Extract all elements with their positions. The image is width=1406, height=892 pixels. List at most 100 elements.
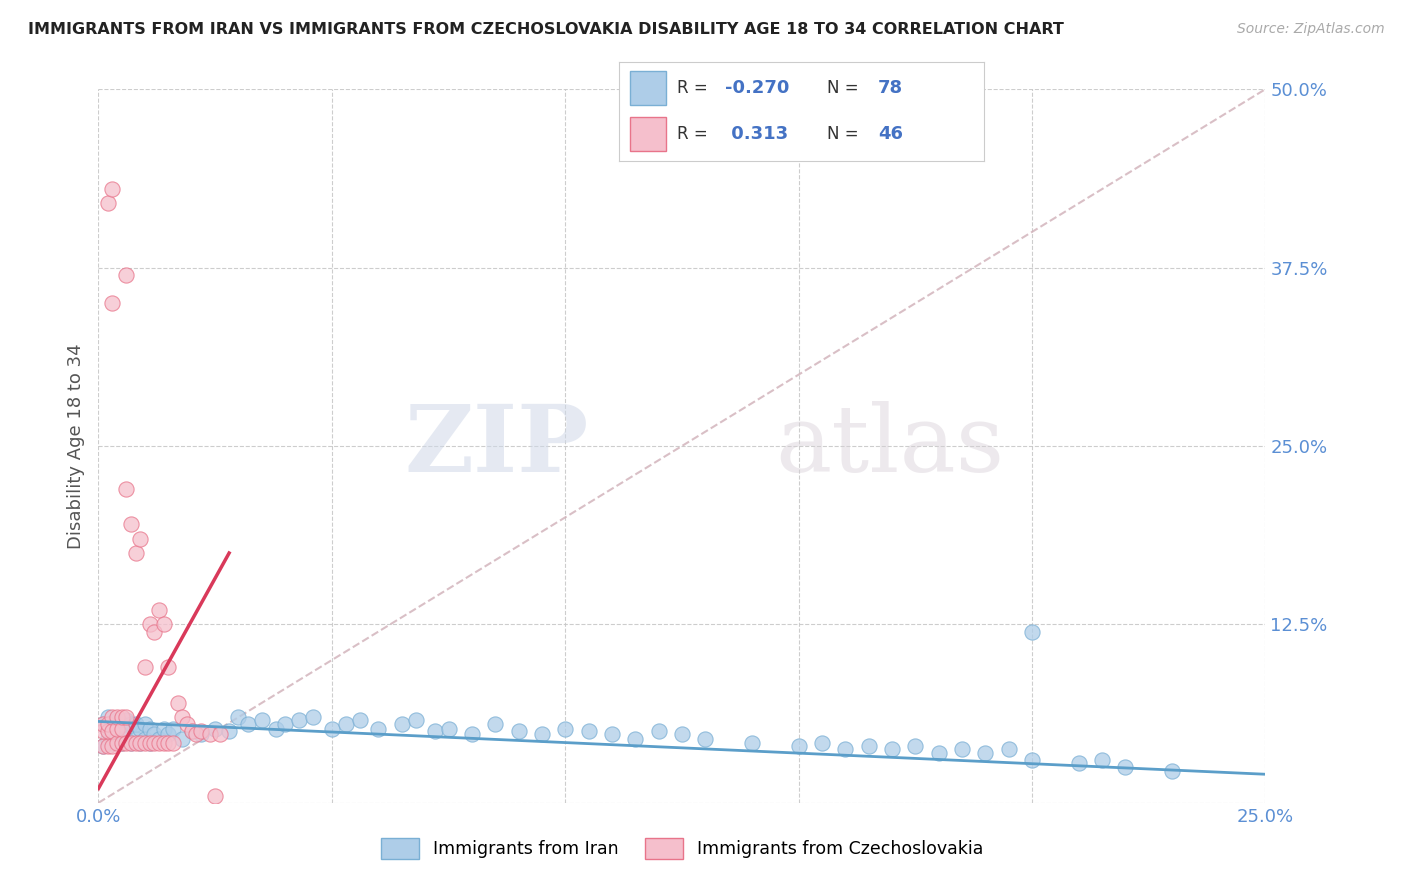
Point xyxy=(180,724,202,739)
Text: N =: N = xyxy=(827,125,863,143)
Point xyxy=(186,727,208,741)
Point xyxy=(105,731,128,746)
Point xyxy=(904,739,927,753)
Point xyxy=(125,546,148,560)
Point xyxy=(288,713,311,727)
Point xyxy=(1091,753,1114,767)
Point xyxy=(437,722,460,736)
Point xyxy=(236,717,259,731)
Point xyxy=(530,727,553,741)
Point xyxy=(157,736,180,750)
Point xyxy=(166,696,188,710)
Point xyxy=(157,727,180,741)
Point xyxy=(423,724,446,739)
Text: 46: 46 xyxy=(879,125,903,143)
Point xyxy=(97,724,120,739)
Point xyxy=(157,660,180,674)
Point xyxy=(134,717,156,731)
Point xyxy=(125,717,148,731)
Point xyxy=(97,731,120,746)
Point xyxy=(129,532,152,546)
Point xyxy=(624,731,647,746)
Point xyxy=(139,617,162,632)
Point xyxy=(143,727,166,741)
Point xyxy=(111,722,134,736)
Point xyxy=(111,717,134,731)
Point xyxy=(120,736,142,750)
Point xyxy=(741,736,763,750)
Point xyxy=(148,736,170,750)
Point xyxy=(180,724,202,739)
Point xyxy=(162,736,184,750)
Point xyxy=(405,713,427,727)
Point xyxy=(695,731,717,746)
Point xyxy=(91,717,114,731)
Text: 0.313: 0.313 xyxy=(724,125,787,143)
Point xyxy=(787,739,810,753)
Point xyxy=(101,739,124,753)
Point xyxy=(218,724,240,739)
Point xyxy=(228,710,250,724)
Point xyxy=(321,722,343,736)
Point xyxy=(190,727,212,741)
Point xyxy=(101,182,124,196)
Point xyxy=(105,736,128,750)
Point xyxy=(250,713,273,727)
Point xyxy=(129,736,152,750)
Point xyxy=(129,722,152,736)
Point xyxy=(172,731,194,746)
Point xyxy=(91,739,114,753)
Point xyxy=(391,717,413,731)
Point xyxy=(274,717,297,731)
Point xyxy=(349,713,371,727)
Point xyxy=(91,724,114,739)
FancyBboxPatch shape xyxy=(630,71,666,104)
FancyBboxPatch shape xyxy=(630,118,666,151)
Point xyxy=(111,727,134,741)
Text: N =: N = xyxy=(827,79,863,97)
Point xyxy=(647,724,669,739)
Point xyxy=(1067,756,1090,770)
Point xyxy=(101,727,124,741)
Point xyxy=(134,731,156,746)
Text: IMMIGRANTS FROM IRAN VS IMMIGRANTS FROM CZECHOSLOVAKIA DISABILITY AGE 18 TO 34 C: IMMIGRANTS FROM IRAN VS IMMIGRANTS FROM … xyxy=(28,22,1064,37)
Point xyxy=(834,741,856,756)
Point xyxy=(578,724,600,739)
Point xyxy=(111,736,134,750)
Point xyxy=(134,736,156,750)
Point xyxy=(190,724,212,739)
Point xyxy=(1021,753,1043,767)
Point xyxy=(115,710,138,724)
Point xyxy=(101,736,124,750)
Point xyxy=(143,624,166,639)
Point xyxy=(101,717,124,731)
Point xyxy=(111,736,134,750)
Point xyxy=(97,710,120,724)
Legend: Immigrants from Iran, Immigrants from Czechoslovakia: Immigrants from Iran, Immigrants from Cz… xyxy=(374,831,990,865)
Text: atlas: atlas xyxy=(775,401,1004,491)
Point xyxy=(880,741,903,756)
Text: R =: R = xyxy=(678,125,713,143)
Point xyxy=(335,717,357,731)
Point xyxy=(115,736,138,750)
Point xyxy=(111,710,134,724)
Point xyxy=(858,739,880,753)
Point xyxy=(120,517,142,532)
Point xyxy=(115,268,138,282)
Point xyxy=(811,736,834,750)
Point xyxy=(484,717,506,731)
Point xyxy=(97,739,120,753)
Point xyxy=(115,482,138,496)
Point xyxy=(152,736,174,750)
Point xyxy=(208,727,231,741)
Point xyxy=(600,727,623,741)
Text: 78: 78 xyxy=(879,79,903,97)
Point xyxy=(148,603,170,617)
Point xyxy=(264,722,287,736)
Point xyxy=(143,736,166,750)
Point xyxy=(554,722,576,736)
Point xyxy=(97,724,120,739)
Point xyxy=(134,660,156,674)
Point xyxy=(302,710,325,724)
Point xyxy=(204,722,226,736)
